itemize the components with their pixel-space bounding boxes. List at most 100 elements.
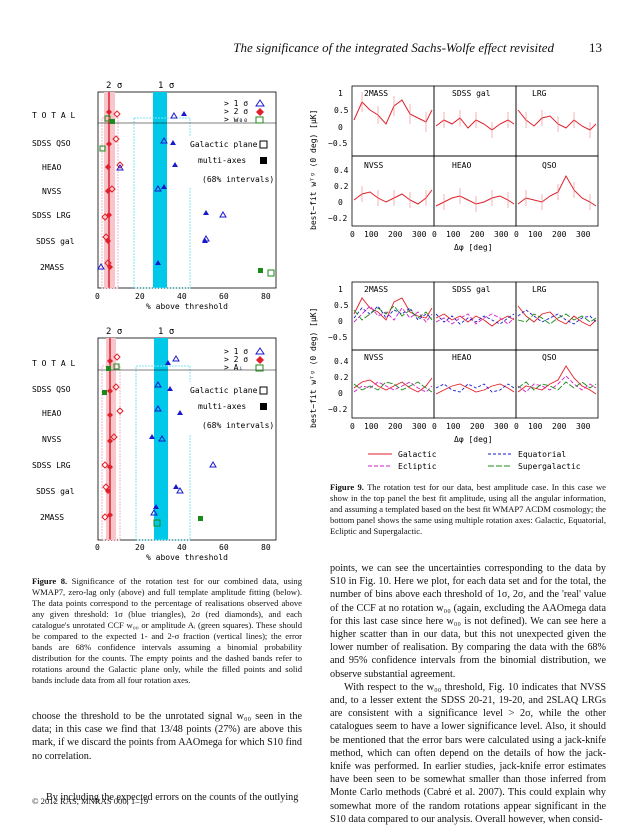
fig9-top-yticks: 1 0.5 0 −0.5 0.4 0.2 0 −0.2 <box>328 89 349 223</box>
fig8-bottom-legend-ai: > Aᵢ <box>224 363 243 372</box>
fig9-bottom-yticks: 1 0.5 0 −0.5 0.4 0.2 0 −0.2 <box>328 285 349 414</box>
svg-text:100: 100 <box>364 230 379 239</box>
svg-text:0.4: 0.4 <box>334 166 349 175</box>
svg-text:1: 1 <box>338 285 343 294</box>
fig8-bottom-legend-galactic: Galactic plane <box>190 386 258 395</box>
svg-text:0: 0 <box>432 422 437 431</box>
fig8-bottom-legend-filled-square <box>260 403 267 410</box>
fig8-top-label-gal: SDSS gal <box>36 237 75 246</box>
fig8-bottom-legend-diamond <box>256 356 264 364</box>
svg-text:−0.5: −0.5 <box>328 333 347 342</box>
svg-text:40: 40 <box>177 292 187 301</box>
fig8-top-legend-w00: > w₀₀ <box>224 115 248 124</box>
svg-text:−0.2: −0.2 <box>328 214 347 223</box>
svg-text:LRG: LRG <box>532 89 547 98</box>
right-paragraph-1: points, we can see the uncertainties cor… <box>330 563 606 680</box>
fig8-bottom-legend-68: (68% intervals) <box>202 421 274 430</box>
svg-text:60: 60 <box>219 292 229 301</box>
fig8-caption-label: Figure 8. <box>32 576 68 586</box>
fig8-bottom-legend-triangle <box>255 347 265 355</box>
svg-text:20: 20 <box>135 543 145 552</box>
fig9-top-ylabel: best−fit wᵀᵍ (0 deg) [μK] <box>309 110 318 230</box>
fig8-top-2sigma-label: 2 σ <box>106 81 122 91</box>
fig8-bottom-label-total: T O T A L <box>32 359 76 368</box>
fig8-bottom-label-lrg: SDSS LRG <box>32 461 71 470</box>
svg-text:100: 100 <box>446 422 461 431</box>
fig8-bottom-1sigma-label: 1 σ <box>158 327 174 337</box>
svg-text:300: 300 <box>494 422 509 431</box>
svg-text:80: 80 <box>261 543 271 552</box>
svg-text:0.5: 0.5 <box>334 301 349 310</box>
fig8-top-label-nvss: NVSS <box>42 187 61 196</box>
right-paragraph-2: With respect to the w₀₀ threshold, Fig. … <box>330 681 606 825</box>
fig9-bottom-frames <box>351 281 599 419</box>
fig9-legend-galactic: Galactic <box>398 450 437 459</box>
svg-text:QSO: QSO <box>542 161 557 170</box>
fig9-legend-ecliptic: Ecliptic <box>398 462 437 471</box>
fig8-top-points <box>97 109 275 277</box>
fig9-caption-text: The rotation test for our data, best amp… <box>330 482 606 536</box>
svg-text:80: 80 <box>261 292 271 301</box>
fig8-bottom-label-gal: SDSS gal <box>36 487 75 496</box>
svg-text:0: 0 <box>514 230 519 239</box>
fig9-bottom-panel-names: 2MASS SDSS gal LRG NVSS HEAO QSO <box>364 285 557 362</box>
fig8-bottom-label-heao: HEAO <box>42 409 61 418</box>
left-paragraph-2: By including the expected errors on the … <box>46 791 299 803</box>
svg-text:SDSS gal: SDSS gal <box>452 89 491 98</box>
svg-text:−0.2: −0.2 <box>328 405 347 414</box>
fig8-top-panel: 2 σ 1 σ T O T A L SDSS QSO HEAO NVSS SDS… <box>32 81 277 310</box>
svg-text:300: 300 <box>576 230 591 239</box>
fig9-legend-equatorial: Equatorial <box>518 450 566 459</box>
fig8-top-legend-galactic: Galactic plane <box>190 140 258 149</box>
svg-text:100: 100 <box>528 230 543 239</box>
svg-text:NVSS: NVSS <box>364 161 383 170</box>
fig8-bottom-legend-2sigma: > 2 σ <box>224 355 248 364</box>
svg-text:20: 20 <box>135 292 145 301</box>
fig9-bottom-curves <box>353 297 597 395</box>
running-header: The significance of the integrated Sachs… <box>0 40 638 58</box>
fig8-bottom-legend-1sigma: > 1 σ <box>224 347 248 356</box>
fig8-caption: Figure 8. Significance of the rotation t… <box>32 576 302 686</box>
fig8-bottom-points <box>101 353 217 527</box>
fig8-bottom-frame <box>97 337 277 541</box>
svg-text:0: 0 <box>514 422 519 431</box>
svg-text:0: 0 <box>95 543 100 552</box>
fig8-top-label-lrg: SDSS LRG <box>32 211 71 220</box>
fig8-top-legend-1sigma: > 1 σ <box>224 99 248 108</box>
svg-text:HEAO: HEAO <box>452 161 471 170</box>
running-title: The significance of the integrated Sachs… <box>233 40 554 55</box>
fig8-top-legend-diamond <box>256 108 264 116</box>
svg-text:200: 200 <box>388 422 403 431</box>
fig9-legend-supergalactic: Supergalactic <box>518 462 581 471</box>
fig8-top-1sigma-dashed-band <box>133 117 191 289</box>
svg-text:300: 300 <box>412 422 427 431</box>
fig8-bottom-xaxis: 0 20 40 60 80 <box>95 543 271 552</box>
fig9-legend: Galactic Equatorial Ecliptic Supergalact… <box>368 450 581 471</box>
svg-text:300: 300 <box>494 230 509 239</box>
fig8-top-legend-square <box>255 116 264 124</box>
svg-text:0: 0 <box>432 230 437 239</box>
fig9-top-curves <box>353 99 597 207</box>
fig9-top-frames <box>351 85 599 227</box>
fig9-top-errorbars <box>361 92 591 212</box>
fig8-bottom-1sigma-band <box>154 338 168 540</box>
fig8-bottom-panel: 2 σ 1 σ T O T A L SDSS QSO HEAO NVSS SDS… <box>32 327 277 562</box>
footer-copyright: © 2012 RAS, MNRAS 000, 1–19 <box>32 796 149 806</box>
svg-text:40: 40 <box>177 543 187 552</box>
svg-text:0: 0 <box>338 123 343 132</box>
fig8-bottom-xlabel: % above threshold <box>146 553 228 562</box>
left-column-text: choose the threshold to be the unrotated… <box>32 710 302 804</box>
fig8-bottom-label-2mass: 2MASS <box>40 513 64 522</box>
svg-text:0.2: 0.2 <box>334 182 349 191</box>
svg-text:200: 200 <box>552 230 567 239</box>
svg-text:0.5: 0.5 <box>334 106 349 115</box>
svg-text:0: 0 <box>350 230 355 239</box>
svg-text:0: 0 <box>338 198 343 207</box>
svg-text:0: 0 <box>338 389 343 398</box>
left-paragraph-1: choose the threshold to be the unrotated… <box>32 711 302 762</box>
fig8-top-label-heao: HEAO <box>42 163 61 172</box>
fig8-bottom-legend-open-square <box>259 386 268 395</box>
svg-text:100: 100 <box>364 422 379 431</box>
fig9-bottom-panel: best−fit wᵀᵍ (0 deg) [μK] 1 0.5 0 −0.5 0… <box>309 281 599 471</box>
fig8-bottom-2sigma-label: 2 σ <box>106 327 122 337</box>
